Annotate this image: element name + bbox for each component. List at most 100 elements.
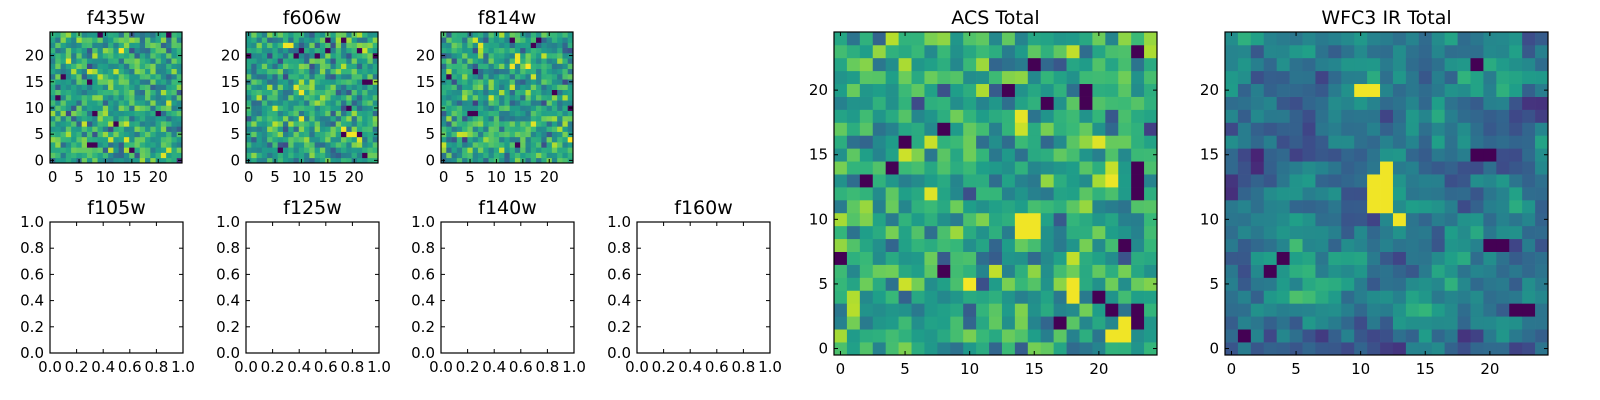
heatmap-cell xyxy=(1131,290,1145,304)
heatmap-cell xyxy=(976,109,990,123)
heatmap-cell xyxy=(504,131,510,138)
heatmap-cell xyxy=(937,187,951,201)
heatmap-cell xyxy=(176,152,183,159)
heatmap-cell xyxy=(50,94,56,101)
heatmap-cell xyxy=(166,52,172,59)
heatmap-cell xyxy=(118,84,125,90)
heatmap-cell xyxy=(525,94,532,101)
heatmap-cell xyxy=(1276,199,1290,214)
heatmap-cell xyxy=(541,110,547,117)
x-tick-label: 0.2 xyxy=(65,358,89,376)
heatmap-cell xyxy=(1105,342,1119,356)
heatmap-cell xyxy=(123,131,130,138)
heatmap-cell xyxy=(834,212,848,227)
heatmap-cell xyxy=(456,115,463,122)
heatmap-cell xyxy=(1040,290,1054,304)
heatmap-cell xyxy=(1144,32,1158,46)
heatmap-cell xyxy=(55,136,61,143)
heatmap-cell xyxy=(441,136,447,143)
heatmap-cell xyxy=(1237,277,1252,291)
heatmap-cell xyxy=(1040,109,1054,123)
heatmap-cell xyxy=(176,147,183,153)
heatmap-cell xyxy=(536,142,542,148)
heatmap-cell xyxy=(1105,238,1119,252)
heatmap-cell xyxy=(261,94,268,101)
heatmap-cell xyxy=(456,142,463,148)
heatmap-cell xyxy=(963,342,977,356)
heatmap-cell xyxy=(356,110,363,117)
heatmap-cell xyxy=(456,136,463,143)
heatmap-cell xyxy=(256,84,263,90)
heatmap-cell xyxy=(134,79,141,85)
heatmap-cell xyxy=(267,79,273,85)
heatmap-cell xyxy=(356,73,363,80)
heatmap-cell xyxy=(97,131,104,138)
heatmap-cell xyxy=(335,37,342,43)
heatmap-cell xyxy=(351,105,358,111)
heatmap-cell xyxy=(60,68,67,75)
heatmap-cell xyxy=(356,68,363,75)
heatmap-cell xyxy=(456,100,463,106)
heatmap-cell xyxy=(1522,174,1536,188)
heatmap-cell xyxy=(1328,277,1342,291)
heatmap-cell xyxy=(1444,264,1458,278)
heatmap-cell xyxy=(1302,32,1316,46)
heatmap-cell xyxy=(267,73,273,80)
heatmap-cell xyxy=(251,63,257,70)
heatmap-cell xyxy=(846,290,861,304)
heatmap-cell xyxy=(71,157,77,164)
heatmap-cell xyxy=(1328,57,1342,72)
heatmap-cell xyxy=(113,100,119,106)
heatmap-cell xyxy=(520,89,526,96)
heatmap-cell xyxy=(446,110,452,117)
heatmap-cell xyxy=(898,57,912,72)
heatmap-cell xyxy=(145,136,151,143)
heatmap-cell xyxy=(314,136,321,143)
heatmap-cell xyxy=(1225,109,1239,123)
heatmap-cell xyxy=(520,52,526,59)
heatmap-cell xyxy=(129,142,135,148)
heatmap-cell xyxy=(1483,122,1497,136)
heatmap-cell xyxy=(1483,148,1497,162)
heatmap-cell xyxy=(60,94,67,101)
heatmap-cell xyxy=(1144,238,1158,252)
heatmap-cell xyxy=(346,142,352,148)
heatmap-cell xyxy=(446,94,452,101)
heatmap-cell xyxy=(472,105,479,111)
heatmap-cell xyxy=(911,161,925,175)
heatmap-cell xyxy=(509,47,516,54)
heatmap-cell xyxy=(160,52,167,59)
x-tick-label: 5 xyxy=(900,360,910,378)
heatmap-cell xyxy=(160,157,167,164)
x-tick-label: 0 xyxy=(836,360,846,378)
heatmap-cell xyxy=(1040,174,1054,188)
heatmap-cell xyxy=(1509,44,1523,59)
heatmap-cell xyxy=(509,94,516,101)
heatmap-cell xyxy=(441,37,447,43)
heatmap-cell xyxy=(1354,187,1368,201)
heatmap-cell xyxy=(304,147,310,153)
heatmap-cell xyxy=(1131,199,1145,214)
heatmap-cell xyxy=(160,84,167,90)
heatmap-cell xyxy=(950,148,964,162)
heatmap-cell xyxy=(171,126,178,132)
heatmap-cell xyxy=(1237,316,1252,330)
heatmap-cell xyxy=(911,44,925,59)
heatmap-cell xyxy=(261,79,268,85)
heatmap-cell xyxy=(493,136,500,143)
heatmap-cell xyxy=(145,32,151,38)
heatmap-cell xyxy=(150,68,156,75)
heatmap-cell xyxy=(1483,135,1497,149)
heatmap-cell xyxy=(499,115,505,122)
heatmap-cell xyxy=(1040,148,1054,162)
heatmap-cell xyxy=(1250,199,1265,214)
heatmap-cell xyxy=(129,79,135,85)
heatmap-cell xyxy=(123,58,130,64)
heatmap-cell xyxy=(118,52,125,59)
heatmap-cell xyxy=(102,121,109,127)
heatmap-cell xyxy=(1496,70,1510,85)
heatmap-cell xyxy=(155,94,162,101)
heatmap-cell xyxy=(898,199,912,214)
heatmap-cell xyxy=(451,94,458,101)
heatmap-cell xyxy=(134,84,141,90)
